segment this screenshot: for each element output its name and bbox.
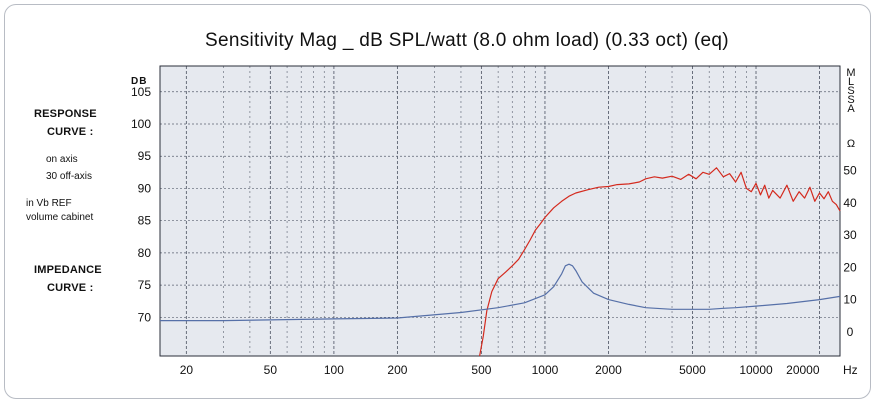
- y-tick-label: 75: [138, 278, 152, 292]
- y-axis-label: DB: [131, 76, 147, 87]
- impedance-curve-label-2: CURVE :: [47, 282, 94, 294]
- x-axis-label: Hz: [843, 363, 858, 377]
- y-tick-label: 100: [131, 117, 151, 131]
- response-curve-line: [479, 167, 841, 357]
- x-tick-label: 2000: [595, 363, 622, 377]
- off-axis-label: 30 off-axis: [46, 171, 92, 182]
- response-curve-label: RESPONSE: [34, 108, 97, 120]
- y-tick-label: 95: [138, 149, 152, 163]
- y2-tick-label: 20: [843, 260, 857, 274]
- response-curve-label-2: CURVE :: [47, 126, 94, 138]
- y2-tick-label: 40: [843, 196, 857, 210]
- x-tick-label: 1000: [532, 363, 559, 377]
- y2-tick-label: 50: [843, 164, 857, 178]
- x-tick-label: 50: [264, 363, 278, 377]
- vb-ref-label: in Vb REF: [26, 198, 72, 209]
- plot-area: [160, 66, 840, 356]
- y-tick-label: 105: [131, 85, 151, 99]
- volume-cabinet-label: volume cabinet: [26, 212, 94, 223]
- chart-title: Sensitivity Mag _ dB SPL/watt (8.0 ohm l…: [205, 30, 729, 51]
- y2-tick-label: 0: [847, 325, 854, 339]
- y-tick-label: 85: [138, 214, 152, 228]
- y-tick-label: 90: [138, 181, 152, 195]
- x-tick-label: 100: [324, 363, 344, 377]
- impedance-curve-line: [160, 263, 841, 322]
- y2-tick-label: 10: [843, 293, 857, 307]
- x-tick-label: 5000: [679, 363, 706, 377]
- impedance-curve-label: IMPEDANCE: [34, 264, 102, 276]
- x-tick-label: 20: [180, 363, 194, 377]
- x-tick-label: 200: [387, 363, 407, 377]
- x-tick-label: 10000: [739, 363, 773, 377]
- ohm-symbol: Ω: [847, 138, 855, 150]
- x-tick-label: 20000: [786, 363, 820, 377]
- x-tick-label: 500: [471, 363, 491, 377]
- y-tick-label: 70: [138, 310, 152, 324]
- y-tick-label: 80: [138, 246, 152, 260]
- y2-tick-label: 30: [843, 228, 857, 242]
- on-axis-label: on axis: [46, 154, 78, 165]
